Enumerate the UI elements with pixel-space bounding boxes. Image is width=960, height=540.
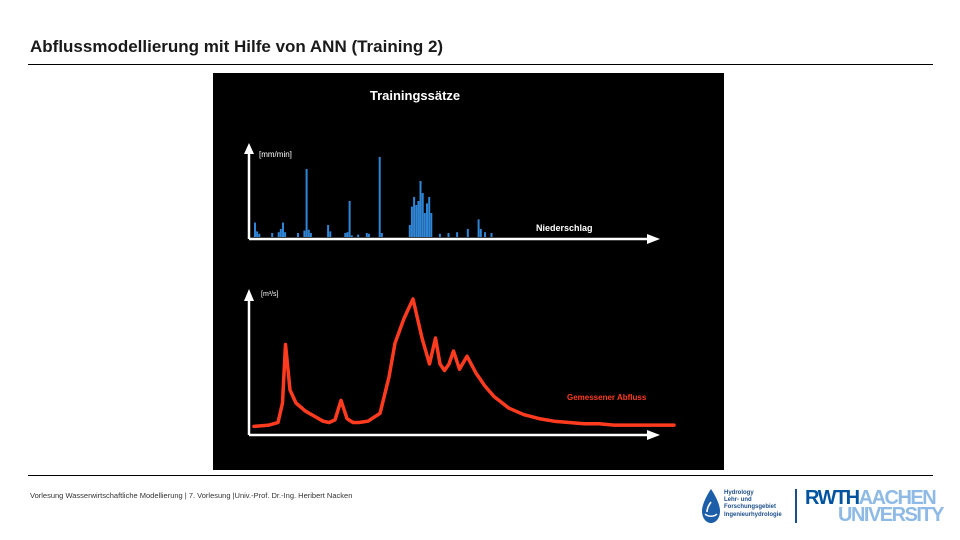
- footer-text: Vorlesung Wasserwirtschaftliche Modellie…: [30, 491, 353, 500]
- precip-bar: [490, 233, 493, 237]
- hydrology-line: Ingenieurhydrologie: [724, 511, 782, 518]
- precip-bar: [327, 225, 330, 237]
- precip-bar: [417, 201, 420, 237]
- hydrology-logo: Hydrology Lehr- und Forschungsgebiet Ing…: [700, 488, 800, 528]
- precip-bar: [346, 232, 349, 237]
- hydrology-line: Forschungsgebiet: [724, 504, 777, 511]
- hydrology-line: Hydrology: [724, 490, 754, 496]
- precip-bar: [484, 232, 486, 237]
- precip-bars: [254, 157, 493, 237]
- precip-bar: [426, 203, 428, 237]
- precip-bar: [428, 197, 431, 237]
- precip-series-label: Niederschlag: [536, 223, 593, 233]
- rwth-logo-university: UNIVERSITY: [838, 504, 945, 526]
- precip-bar: [438, 233, 441, 237]
- precip-bar: [410, 206, 413, 237]
- precip-bar: [456, 232, 459, 237]
- precip-bar: [282, 222, 284, 237]
- precip-bar: [408, 225, 411, 237]
- training-figure: Trainingssätze [mm/min] Niederschlag [m³…: [213, 73, 724, 470]
- precip-bar: [307, 229, 310, 237]
- precip-bar: [367, 233, 370, 237]
- precip-bar: [303, 230, 306, 237]
- precip-unit-label: [mm/min]: [259, 150, 292, 159]
- precip-bar: [466, 229, 469, 237]
- precip-bar: [477, 219, 480, 237]
- precip-bar: [277, 232, 280, 237]
- precip-bar: [430, 213, 433, 237]
- rwth-logo-top: RWTHAACHEN: [805, 487, 937, 509]
- logo-separator: [795, 489, 797, 523]
- rwth-logo-rwth: RWTH: [805, 487, 860, 509]
- runoff-series-label: Gemessener Abfluss: [567, 393, 647, 402]
- runoff-x-arrow: [647, 430, 660, 440]
- precip-y-arrow: [244, 143, 254, 154]
- precip-bar: [423, 213, 426, 237]
- precip-bar: [329, 231, 332, 237]
- precip-bar: [378, 157, 381, 237]
- precip-x-arrow: [647, 234, 660, 244]
- precip-bar: [348, 201, 351, 237]
- training-figure-svg: Trainingssätze [mm/min] Niederschlag [m³…: [244, 88, 676, 440]
- precip-bar: [421, 193, 424, 237]
- figure-title: Trainingssätze: [370, 88, 460, 103]
- rwth-logo-aachen: AACHEN: [858, 487, 937, 509]
- footer-divider: [28, 475, 933, 476]
- precip-bar: [297, 233, 299, 237]
- title-divider: [28, 64, 933, 65]
- hydrology-logo-text: Hydrology Lehr- und Forschungsgebiet Ing…: [724, 490, 782, 519]
- runoff-line: [252, 297, 676, 429]
- precip-bar: [271, 233, 274, 237]
- precip-bar: [447, 233, 450, 237]
- precip-bar: [413, 197, 416, 237]
- precip-bar: [284, 232, 287, 237]
- water-drop-icon: [702, 489, 720, 523]
- rwth-logo: RWTHAACHEN UNIVERSITY: [805, 487, 945, 528]
- precip-bar: [357, 234, 360, 237]
- precip-bar: [380, 233, 383, 237]
- precip-bar: [344, 233, 347, 237]
- precip-bar: [479, 229, 482, 237]
- precip-bar: [305, 169, 308, 237]
- runoff-y-arrow: [244, 289, 254, 301]
- precip-bar: [415, 205, 418, 237]
- hydrology-line: Lehr- und: [724, 497, 752, 504]
- precip-bar: [258, 233, 261, 237]
- precip-bar: [309, 233, 312, 237]
- precip-bar: [256, 231, 259, 237]
- precip-bar: [419, 181, 422, 237]
- runoff-unit-label: [m³/s]: [261, 291, 279, 298]
- precip-bar: [279, 229, 282, 237]
- slide-title: Abflussmodellierung mit Hilfe von ANN (T…: [30, 37, 444, 56]
- precip-bar: [365, 233, 368, 237]
- precip-bar: [350, 235, 353, 237]
- precip-bar: [254, 222, 256, 237]
